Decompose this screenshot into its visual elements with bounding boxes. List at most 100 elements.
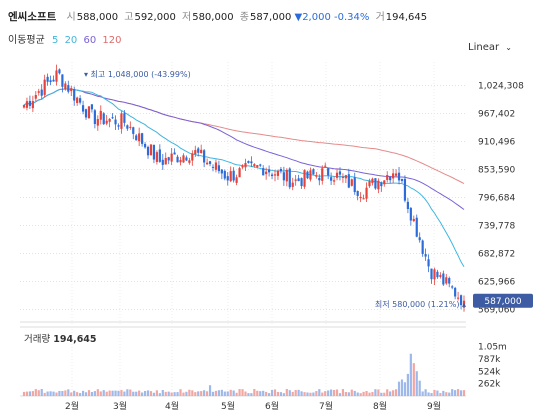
scale-selector[interactable]: Linear ⌄ xyxy=(468,42,512,53)
stock-name: 엔씨소프트 xyxy=(8,11,57,23)
volume-bar xyxy=(273,389,277,396)
moving-average-legend[interactable]: 이동평균 5 20 60 120 xyxy=(8,31,125,46)
volume-bar xyxy=(46,391,49,396)
candle-body xyxy=(93,110,96,125)
ma5-label[interactable]: 5 xyxy=(52,35,59,46)
candle-body xyxy=(291,182,294,187)
volume-bar xyxy=(84,392,88,396)
month-label: 9월 xyxy=(427,400,441,412)
volume-bar xyxy=(377,389,380,396)
candle-body xyxy=(445,277,448,284)
date-axis: 2월 3월 4월 5월 6월 7월 8월 9월 xyxy=(65,400,441,412)
candle-body xyxy=(37,91,40,93)
volume-bar xyxy=(25,391,29,396)
volume-bar xyxy=(297,389,300,396)
volume-bar xyxy=(421,391,424,396)
candle-body xyxy=(182,155,185,163)
volume-bar xyxy=(61,391,64,396)
candle-body xyxy=(424,254,427,257)
volume-bar xyxy=(129,389,132,396)
candle-body xyxy=(96,119,99,126)
month-label: 6월 xyxy=(265,400,279,412)
volume-bars xyxy=(22,353,466,396)
volume-bar xyxy=(158,393,161,396)
price-tick-label: 853,590 xyxy=(478,166,515,176)
candle-body xyxy=(244,163,247,168)
volume-bar xyxy=(436,390,439,396)
candle-body xyxy=(241,165,244,168)
candle-body xyxy=(268,169,271,173)
volume-bar xyxy=(226,391,229,396)
volume-bar xyxy=(451,389,454,396)
high-label: 고 xyxy=(124,12,134,23)
current-price-label: 587,000 xyxy=(484,297,521,307)
candle-body xyxy=(312,169,315,175)
volume-bar xyxy=(55,392,58,396)
candle-body xyxy=(377,180,380,190)
volume-bar xyxy=(335,389,339,396)
volume-bar xyxy=(318,389,321,396)
candle-body xyxy=(409,207,412,221)
volume-bar xyxy=(400,379,404,396)
month-label: 7월 xyxy=(319,400,333,412)
candle-body xyxy=(155,152,158,162)
volume-title: 거래량 194,645 xyxy=(24,333,97,345)
candle-body xyxy=(356,191,359,196)
candle-body xyxy=(380,182,383,187)
candle-body xyxy=(389,176,392,181)
candle-body xyxy=(217,165,220,172)
candle-body xyxy=(49,80,52,83)
max-annotation: ▾ 최고 1,048,000 (-43.99%) xyxy=(84,69,191,79)
candle-body xyxy=(309,170,312,180)
month-label: 5월 xyxy=(221,400,235,412)
volume-bar xyxy=(232,390,235,396)
candle-body xyxy=(22,105,26,108)
candle-body xyxy=(259,164,262,166)
volume-bar xyxy=(220,389,223,396)
volume-bar xyxy=(265,391,268,396)
volume-bar xyxy=(76,392,79,396)
volume-bar xyxy=(371,392,374,396)
candle-body xyxy=(454,287,457,297)
ma120-label[interactable]: 120 xyxy=(102,35,122,46)
volume-bar xyxy=(146,390,150,396)
open-value: 588,000 xyxy=(76,12,119,23)
candle-body xyxy=(403,178,407,201)
volume-bar xyxy=(176,392,179,396)
volume-bar xyxy=(152,392,156,396)
ma20-label[interactable]: 20 xyxy=(64,35,78,46)
volume-title-value: 194,645 xyxy=(53,334,96,345)
candle-body xyxy=(306,171,309,179)
volume-bar xyxy=(31,391,34,396)
candle-body xyxy=(459,295,463,306)
volume-bar xyxy=(28,391,32,396)
close-value: 587,000 xyxy=(249,12,292,23)
volume-bar xyxy=(64,390,67,396)
volume-bar xyxy=(247,393,250,396)
month-label: 8월 xyxy=(373,400,387,412)
volume-bar xyxy=(81,390,85,396)
candle-body xyxy=(167,157,170,161)
ma20-path xyxy=(23,88,465,268)
volume-bar xyxy=(327,390,330,396)
volume-axis: 1.05m 787k 524k 262k xyxy=(478,343,507,390)
volume-bar xyxy=(268,393,271,396)
volume-tick-label: 524k xyxy=(478,367,501,377)
volume-bar xyxy=(415,371,418,396)
volume-bar xyxy=(102,390,105,396)
volume-bar xyxy=(111,390,114,396)
candle-body xyxy=(427,259,430,267)
candle-body xyxy=(161,159,164,165)
volume-bar xyxy=(288,390,291,396)
volume-bar xyxy=(282,393,285,396)
volume-bar xyxy=(397,381,401,396)
ma60-label[interactable]: 60 xyxy=(83,35,97,46)
quote-header: 엔씨소프트 시588,000 고592,000 저580,000 종587,00… xyxy=(8,8,427,24)
volume-bar xyxy=(67,389,70,396)
candle-body xyxy=(152,144,156,160)
ma20-line xyxy=(23,88,465,268)
candle-body xyxy=(208,161,212,164)
volume-bar xyxy=(427,392,430,396)
candle-body xyxy=(146,146,150,156)
